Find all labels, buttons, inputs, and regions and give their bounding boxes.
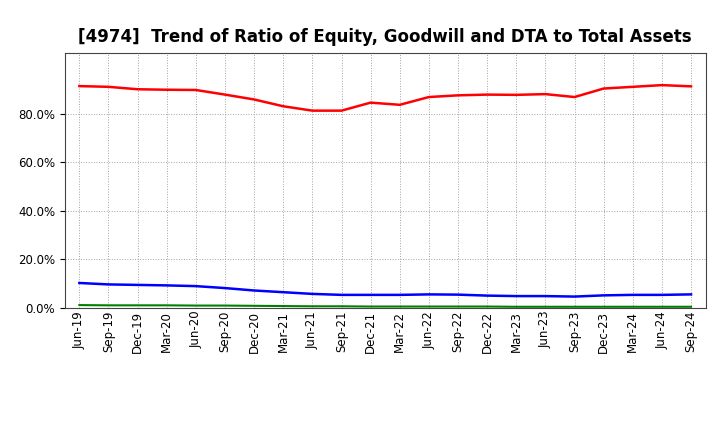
Deferred Tax Assets	[75, 302, 84, 308]
Goodwill	[133, 282, 142, 288]
Goodwill	[192, 283, 200, 289]
Equity	[104, 84, 113, 89]
Equity	[599, 86, 608, 91]
Deferred Tax Assets	[629, 304, 637, 309]
Equity	[366, 100, 375, 105]
Goodwill	[220, 286, 229, 291]
Deferred Tax Assets	[483, 304, 492, 309]
Goodwill	[512, 293, 521, 299]
Deferred Tax Assets	[657, 304, 666, 309]
Equity	[279, 104, 287, 109]
Goodwill	[250, 288, 258, 293]
Equity	[250, 97, 258, 102]
Equity	[163, 87, 171, 92]
Goodwill	[687, 292, 696, 297]
Goodwill	[395, 292, 404, 297]
Deferred Tax Assets	[599, 304, 608, 309]
Deferred Tax Assets	[425, 304, 433, 309]
Deferred Tax Assets	[687, 304, 696, 309]
Deferred Tax Assets	[250, 303, 258, 308]
Goodwill	[599, 293, 608, 298]
Deferred Tax Assets	[133, 303, 142, 308]
Line: Deferred Tax Assets: Deferred Tax Assets	[79, 305, 691, 307]
Deferred Tax Assets	[163, 303, 171, 308]
Equity	[308, 108, 317, 113]
Equity	[337, 108, 346, 113]
Goodwill	[425, 292, 433, 297]
Goodwill	[454, 292, 462, 297]
Equity	[657, 82, 666, 88]
Goodwill	[104, 282, 113, 287]
Goodwill	[337, 292, 346, 297]
Deferred Tax Assets	[279, 304, 287, 309]
Goodwill	[308, 291, 317, 297]
Equity	[512, 92, 521, 98]
Goodwill	[279, 290, 287, 295]
Goodwill	[163, 283, 171, 288]
Equity	[541, 92, 550, 97]
Equity	[629, 84, 637, 89]
Deferred Tax Assets	[308, 304, 317, 309]
Line: Equity: Equity	[79, 85, 691, 110]
Deferred Tax Assets	[512, 304, 521, 309]
Equity	[75, 84, 84, 89]
Goodwill	[657, 292, 666, 297]
Deferred Tax Assets	[570, 304, 579, 309]
Equity	[687, 84, 696, 89]
Deferred Tax Assets	[192, 303, 200, 308]
Equity	[395, 102, 404, 107]
Goodwill	[75, 280, 84, 286]
Equity	[570, 95, 579, 100]
Deferred Tax Assets	[454, 304, 462, 309]
Equity	[192, 88, 200, 93]
Equity	[425, 95, 433, 100]
Goodwill	[541, 293, 550, 299]
Line: Goodwill: Goodwill	[79, 283, 691, 297]
Deferred Tax Assets	[220, 303, 229, 308]
Goodwill	[483, 293, 492, 298]
Goodwill	[366, 292, 375, 297]
Deferred Tax Assets	[541, 304, 550, 309]
Goodwill	[629, 292, 637, 297]
Equity	[454, 93, 462, 98]
Goodwill	[570, 294, 579, 299]
Deferred Tax Assets	[104, 303, 113, 308]
Title: [4974]  Trend of Ratio of Equity, Goodwill and DTA to Total Assets: [4974] Trend of Ratio of Equity, Goodwil…	[78, 28, 692, 46]
Deferred Tax Assets	[337, 304, 346, 309]
Deferred Tax Assets	[395, 304, 404, 309]
Deferred Tax Assets	[366, 304, 375, 309]
Equity	[483, 92, 492, 97]
Equity	[133, 87, 142, 92]
Equity	[220, 92, 229, 97]
